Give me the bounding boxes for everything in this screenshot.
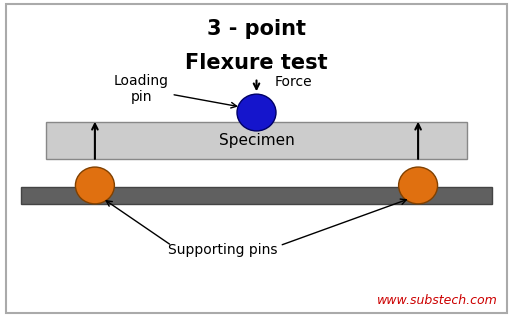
Bar <box>21 187 492 204</box>
Ellipse shape <box>75 167 114 204</box>
Text: Flexure test: Flexure test <box>185 53 328 74</box>
Text: Loading
pin: Loading pin <box>113 74 236 108</box>
Text: Supporting pins: Supporting pins <box>168 243 278 257</box>
Text: 3 - point: 3 - point <box>207 18 306 39</box>
Ellipse shape <box>399 167 438 204</box>
Text: Specimen: Specimen <box>219 133 294 148</box>
Ellipse shape <box>237 94 276 131</box>
Text: Force: Force <box>274 75 312 89</box>
Text: www.substech.com: www.substech.com <box>377 294 498 307</box>
Bar <box>46 122 467 158</box>
